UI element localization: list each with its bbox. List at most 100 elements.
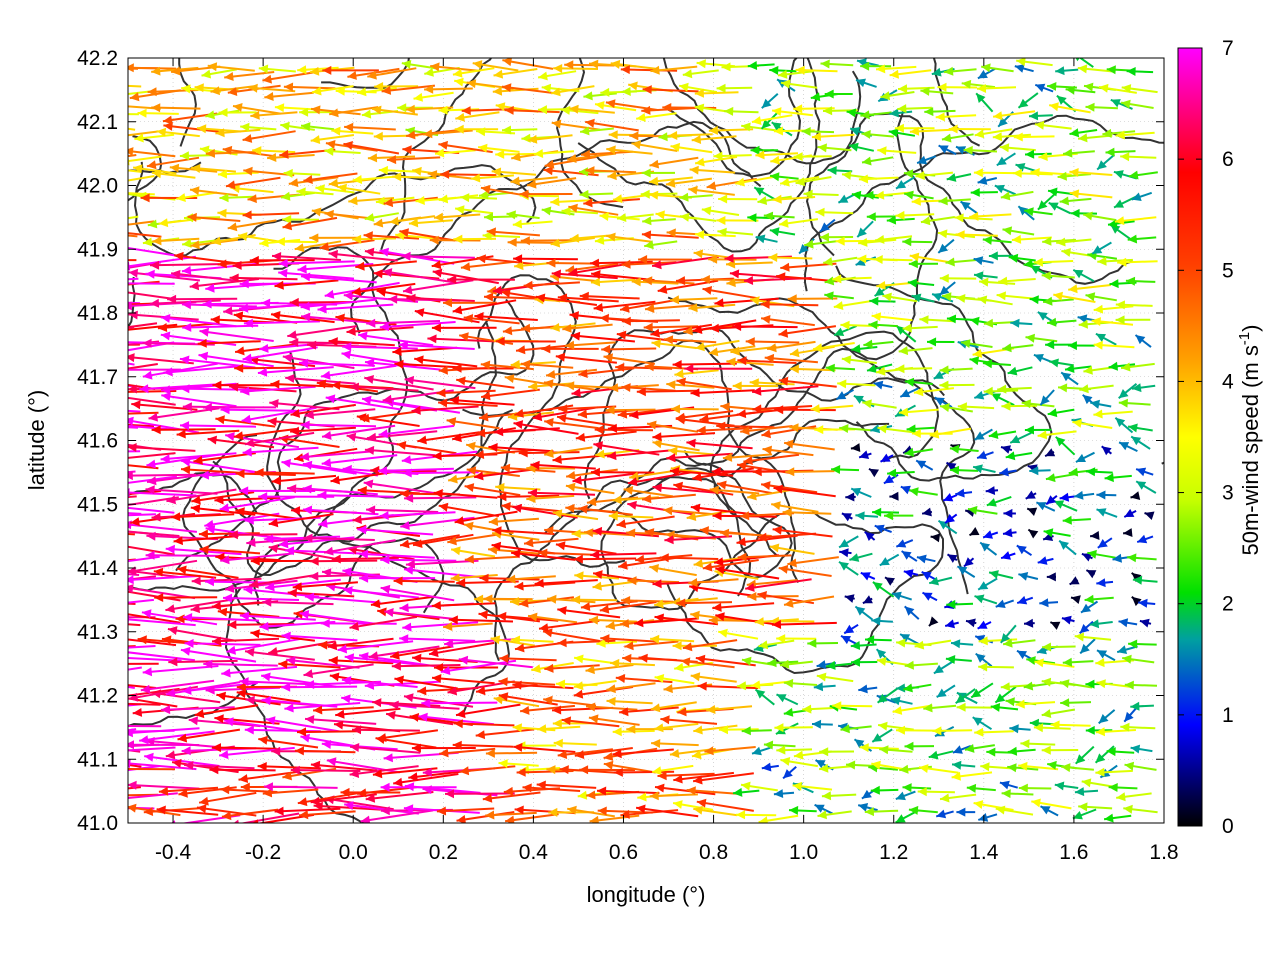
- wind-arrow: [758, 814, 799, 823]
- wind-arrow: [512, 503, 578, 519]
- wind-arrow: [973, 800, 1014, 811]
- wind-arrow: [1031, 798, 1072, 810]
- wind-arrow: [249, 255, 315, 265]
- y-tick-label: 41.9: [77, 238, 118, 261]
- wind-arrow: [128, 793, 159, 797]
- wind-arrow: [752, 385, 819, 396]
- wind-arrow: [384, 608, 458, 621]
- wind-arrow: [994, 686, 1017, 704]
- x-axis-label: longitude (°): [587, 882, 706, 907]
- wind-arrow: [1121, 84, 1158, 94]
- wind-arrow: [819, 747, 855, 757]
- wind-arrow: [561, 206, 598, 216]
- wind-arrow: [735, 175, 777, 187]
- wind-arrow: [771, 501, 819, 513]
- wind-vectors: [128, 58, 1158, 823]
- wind-arrow: [1069, 128, 1098, 138]
- wind-arrow: [606, 696, 653, 706]
- wind-arrow: [996, 291, 1035, 301]
- wind-arrow: [939, 793, 977, 803]
- wind-arrow: [593, 300, 656, 312]
- wind-arrow: [224, 71, 275, 81]
- wind-arrow: [915, 459, 934, 471]
- wind-arrow: [909, 252, 953, 264]
- wind-arrow: [977, 67, 996, 80]
- wind-arrow: [404, 782, 481, 794]
- wind-arrow: [832, 701, 873, 711]
- wind-arrow: [615, 362, 673, 372]
- wind-arrow: [709, 323, 774, 333]
- wind-arrow: [271, 474, 337, 486]
- wind-arrow: [538, 619, 600, 633]
- wind-arrow: [377, 466, 454, 476]
- wind-arrow: [769, 227, 796, 237]
- wind-arrow: [392, 346, 458, 356]
- wind-arrow: [311, 85, 354, 96]
- wind-arrow: [843, 623, 859, 635]
- wind-arrow: [1093, 409, 1133, 419]
- wind-arrow: [1041, 271, 1075, 281]
- wind-arrow: [651, 339, 697, 349]
- wind-arrow: [1007, 366, 1033, 376]
- wind-arrow: [769, 543, 815, 555]
- wind-arrow: [702, 559, 759, 572]
- wind-arrow: [166, 488, 237, 505]
- wind-arrow: [495, 149, 537, 159]
- wind-arrow: [970, 682, 994, 699]
- wind-arrow: [654, 783, 716, 796]
- wind-arrow: [722, 452, 773, 462]
- wind-arrow: [864, 807, 899, 817]
- wind-arrow: [783, 595, 835, 608]
- wind-arrow: [438, 140, 493, 154]
- wind-arrow: [331, 126, 374, 136]
- wind-arrow: [694, 155, 738, 167]
- wind-arrow: [393, 773, 459, 787]
- wind-arrow: [128, 657, 182, 662]
- wind-arrow: [1098, 709, 1116, 725]
- wind-arrow: [1008, 253, 1036, 263]
- wind-arrow: [348, 196, 395, 206]
- wind-arrow: [819, 218, 836, 233]
- wind-arrow: [1037, 430, 1077, 440]
- wind-arrow: [566, 152, 617, 163]
- wind-arrow: [128, 362, 135, 366]
- wind-arrow: [769, 65, 797, 75]
- wind-arrow: [930, 533, 941, 543]
- wind-arrow: [1072, 269, 1095, 283]
- wind-arrow: [861, 156, 894, 166]
- wind-arrow: [343, 586, 419, 599]
- wind-arrow: [872, 507, 900, 517]
- wind-arrow: [641, 168, 676, 178]
- wind-arrow: [364, 445, 436, 457]
- wind-arrow: [778, 325, 837, 338]
- x-tick-label: 0.4: [519, 841, 549, 864]
- wind-arrow: [128, 426, 139, 429]
- wind-arrow: [269, 399, 340, 411]
- wind-arrow: [1035, 501, 1056, 512]
- wind-arrow: [1069, 189, 1113, 199]
- wind-arrow: [860, 110, 892, 120]
- y-tick-label: 42.1: [77, 111, 118, 134]
- wind-arrow: [631, 140, 678, 152]
- wind-arrow: [128, 215, 139, 220]
- wind-arrow: [370, 595, 436, 609]
- wind-arrow: [904, 447, 933, 457]
- wind-arrow: [556, 413, 617, 428]
- wind-arrow: [1058, 539, 1077, 556]
- wind-arrow: [555, 541, 617, 555]
- wind-arrow: [601, 344, 657, 354]
- wind-arrow: [537, 70, 577, 81]
- contour-line: [321, 58, 410, 90]
- wind-arrow: [1040, 805, 1059, 817]
- wind-arrow: [939, 273, 977, 283]
- wind-arrow: [580, 149, 633, 159]
- wind-arrow: [544, 156, 597, 169]
- wind-arrow: [751, 114, 793, 125]
- wind-arrow: [592, 580, 638, 591]
- wind-arrow: [1011, 234, 1052, 244]
- wind-arrow: [198, 351, 274, 368]
- wind-arrow: [974, 727, 1014, 737]
- wind-arrow: [545, 368, 598, 379]
- wind-arrow: [832, 274, 872, 284]
- wind-arrow: [161, 392, 237, 408]
